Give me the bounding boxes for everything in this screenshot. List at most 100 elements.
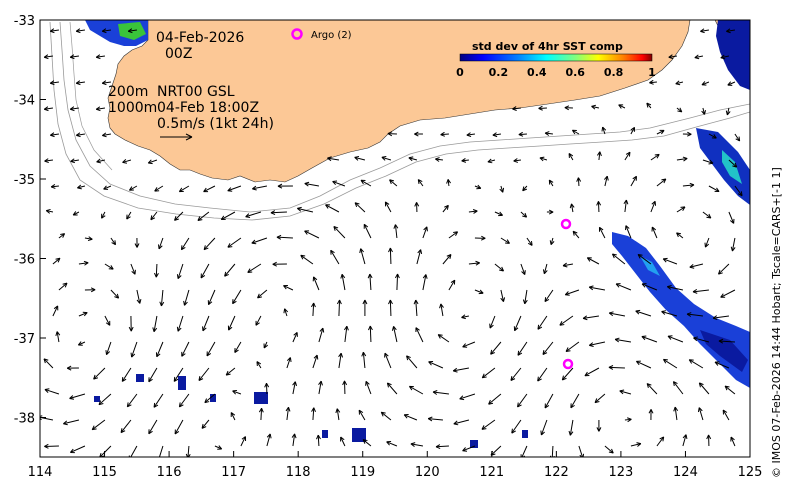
current-arrow — [387, 382, 398, 395]
current-arrow-head — [682, 156, 688, 162]
current-arrow-head — [50, 132, 55, 138]
current-arrow-head — [615, 283, 621, 288]
current-arrow — [726, 107, 730, 116]
current-arrow — [381, 156, 392, 161]
current-arrow-head — [207, 300, 213, 306]
current-arrow-head — [453, 420, 459, 426]
current-arrow — [440, 133, 449, 136]
current-arrow — [459, 393, 476, 400]
x-axis: 114 115 116 117 118 119 120 121 122 123 124 125 — [28, 451, 762, 480]
current-arrow — [70, 107, 79, 110]
current-arrow-head — [540, 430, 545, 436]
current-arrow-head — [435, 157, 440, 162]
current-arrow-head — [654, 153, 660, 159]
current-arrow-head — [542, 350, 548, 355]
current-arrow-head — [437, 334, 443, 339]
current-arrow-head — [75, 28, 81, 34]
current-arrow — [542, 341, 554, 355]
current-arrow — [52, 305, 59, 317]
current-arrow-head — [342, 380, 348, 386]
current-arrow — [727, 81, 736, 86]
current-arrow — [540, 419, 548, 436]
current-arrow — [330, 249, 340, 265]
current-arrow-head — [217, 445, 223, 450]
current-arrow-head — [43, 54, 49, 60]
current-arrow-head — [511, 428, 516, 434]
y-tick-label: -36 — [14, 253, 35, 268]
current-arrow — [720, 55, 730, 59]
current-arrow — [544, 289, 554, 302]
current-arrow-head — [388, 299, 393, 305]
depth-1000m-label: 1000m — [108, 100, 157, 116]
current-arrow — [722, 409, 730, 421]
current-arrow-head — [69, 395, 75, 400]
current-arrow — [453, 419, 470, 425]
current-arrow-head — [522, 212, 528, 218]
current-arrow-head — [43, 358, 49, 364]
colorbar-ticks: 0 0.2 0.4 0.6 0.8 1 — [456, 66, 656, 79]
current-arrow-head — [270, 210, 276, 216]
current-arrow-head — [101, 80, 107, 86]
current-arrow-head — [646, 383, 652, 388]
current-arrow-head — [666, 285, 672, 290]
current-arrow-head — [414, 131, 419, 137]
current-arrow-head — [354, 202, 360, 208]
current-arrow — [389, 179, 398, 187]
current-arrow — [179, 185, 190, 193]
current-arrow-head — [105, 320, 111, 326]
product-label: NRT00 GSL — [157, 84, 235, 100]
current-arrow — [153, 393, 164, 408]
current-arrow-head — [49, 80, 55, 86]
current-arrow — [602, 126, 606, 135]
current-arrow-head — [241, 436, 247, 442]
current-arrow-head — [181, 351, 186, 357]
current-arrow-head — [406, 355, 411, 361]
current-arrow — [435, 158, 443, 161]
current-arrow — [155, 263, 158, 278]
current-arrow — [50, 81, 59, 84]
current-arrow-head — [340, 273, 346, 279]
current-arrow — [667, 335, 684, 343]
current-arrow-head — [668, 54, 674, 60]
current-arrow-head — [725, 110, 731, 116]
current-arrow — [46, 210, 54, 213]
current-arrow-head — [641, 283, 647, 288]
current-arrow — [120, 419, 132, 433]
current-arrow-head — [389, 179, 395, 185]
current-arrow — [227, 185, 242, 192]
current-arrow — [130, 263, 136, 275]
current-arrow-head — [77, 184, 82, 190]
current-arrow — [150, 211, 158, 221]
current-arrow — [489, 315, 496, 329]
current-arrow — [462, 341, 476, 348]
current-arrow-head — [544, 297, 550, 303]
current-arrow — [338, 299, 341, 317]
y-tick-label: -38 — [14, 412, 35, 427]
current-arrow — [481, 419, 496, 430]
current-arrow — [84, 237, 93, 240]
current-arrow — [283, 285, 294, 291]
current-arrow-head — [706, 434, 712, 440]
current-arrow — [126, 393, 138, 408]
current-arrow-head — [55, 331, 61, 337]
current-arrow — [587, 257, 600, 265]
current-arrow-head — [659, 436, 665, 442]
current-arrow-head — [701, 81, 707, 86]
current-arrow — [122, 159, 132, 163]
current-arrow — [58, 282, 68, 291]
current-arrow-head — [635, 309, 641, 315]
current-arrow — [174, 211, 184, 221]
current-arrow-head — [386, 382, 392, 388]
current-arrow-head — [428, 360, 434, 366]
current-arrow — [148, 367, 158, 383]
current-arrow — [270, 211, 287, 214]
current-arrow-head — [55, 257, 61, 263]
current-arrow — [568, 153, 574, 161]
current-arrow-head — [522, 186, 528, 192]
current-arrow-head — [548, 179, 554, 185]
current-arrow-head — [102, 132, 107, 138]
current-arrow — [131, 341, 138, 358]
current-arrow-head — [203, 245, 209, 251]
current-arrow-head — [635, 360, 641, 366]
current-arrow — [104, 315, 111, 326]
